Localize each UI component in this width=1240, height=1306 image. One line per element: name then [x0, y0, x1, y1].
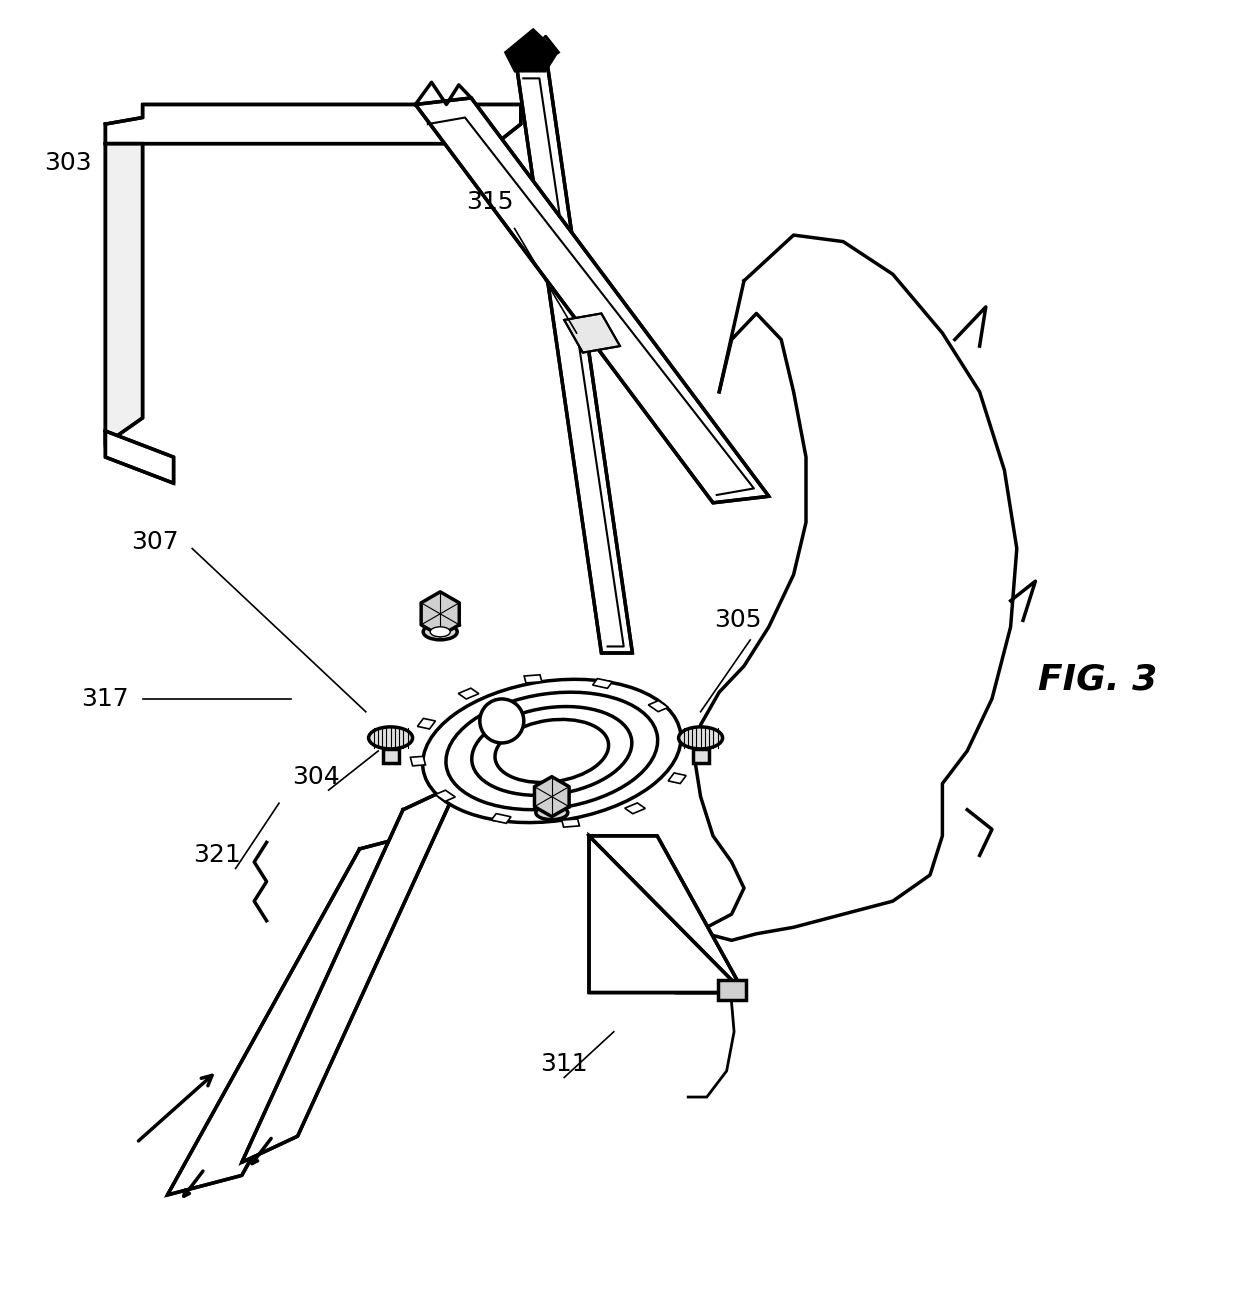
Polygon shape [589, 836, 744, 993]
Polygon shape [242, 784, 459, 1162]
Text: FIG. 3: FIG. 3 [1038, 662, 1157, 696]
Polygon shape [593, 679, 613, 688]
Ellipse shape [536, 806, 568, 820]
Polygon shape [422, 592, 459, 636]
Polygon shape [459, 688, 479, 699]
Polygon shape [491, 814, 511, 823]
Ellipse shape [678, 727, 723, 748]
Polygon shape [167, 829, 434, 1195]
Polygon shape [562, 819, 579, 827]
Polygon shape [649, 700, 668, 712]
Polygon shape [668, 773, 686, 784]
Polygon shape [589, 836, 744, 993]
Polygon shape [435, 790, 455, 802]
Ellipse shape [368, 727, 413, 748]
Text: 317: 317 [82, 687, 129, 710]
Polygon shape [515, 52, 632, 653]
Text: 305: 305 [714, 609, 761, 632]
Ellipse shape [423, 679, 681, 823]
Text: 307: 307 [131, 530, 179, 554]
Polygon shape [410, 756, 425, 765]
Polygon shape [105, 431, 174, 483]
Polygon shape [505, 29, 558, 72]
Polygon shape [693, 748, 708, 763]
Polygon shape [105, 144, 143, 444]
Text: 303: 303 [45, 151, 92, 175]
Polygon shape [625, 803, 645, 814]
Ellipse shape [423, 624, 458, 640]
Ellipse shape [471, 707, 632, 795]
Polygon shape [418, 718, 435, 729]
Polygon shape [678, 737, 693, 746]
Text: 315: 315 [466, 191, 513, 214]
Text: 304: 304 [293, 765, 340, 789]
Polygon shape [383, 748, 398, 763]
Polygon shape [718, 980, 745, 1000]
Ellipse shape [446, 692, 657, 810]
Circle shape [480, 699, 523, 743]
Text: 321: 321 [193, 844, 241, 867]
Polygon shape [105, 104, 521, 144]
Polygon shape [415, 98, 769, 503]
Polygon shape [525, 675, 542, 683]
Polygon shape [564, 313, 620, 353]
Text: 311: 311 [541, 1053, 588, 1076]
Polygon shape [534, 777, 569, 816]
Ellipse shape [495, 720, 609, 782]
Ellipse shape [430, 627, 450, 637]
